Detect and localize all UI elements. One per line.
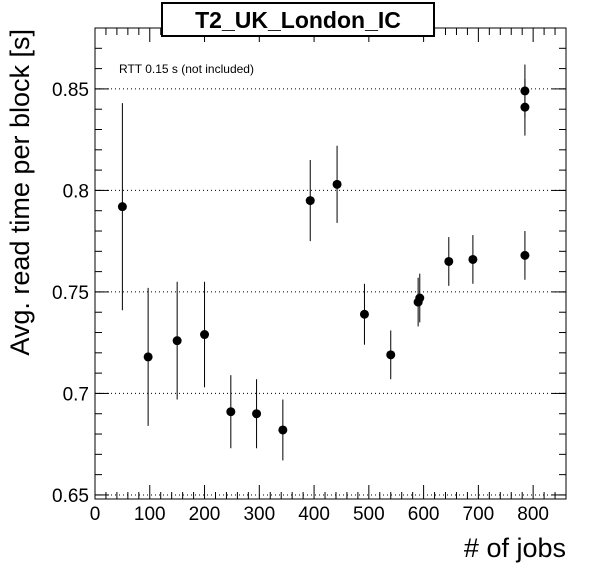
data-point [332,145,342,223]
data-point [444,237,454,286]
y-tick-label: 0.65 [52,486,89,507]
data-point [252,379,262,449]
x-tick-label: 700 [463,504,495,525]
data-point [520,64,530,118]
data-point [386,330,396,380]
marker [468,254,478,264]
plot-frame [94,27,567,500]
data-point [305,159,315,242]
marker [520,86,530,96]
marker [252,409,262,419]
x-tick-label: 500 [353,504,385,525]
data-point [143,287,153,426]
marker [332,179,342,189]
x-tick-label: 100 [134,504,166,525]
data-point [468,235,478,284]
x-axis-label: # of jobs [464,533,566,563]
data-point [172,281,182,400]
marker [200,330,210,340]
axis-tick-labels: 0.65 0.7 0.75 0.8 0.85 0 100 200 300 400 500 600 700… [52,80,549,525]
y-tick-label: 0.7 [63,384,89,405]
data-point [415,273,425,323]
marker [143,352,153,362]
data-point [520,231,530,280]
data-point [200,281,210,388]
data-points [117,64,530,461]
x-tick-label: 0 [90,504,101,525]
marker [444,256,454,266]
data-point [117,103,127,311]
x-tick-label: 400 [298,504,330,525]
chart-title: T2_UK_London_IC [195,7,401,33]
marker [278,425,288,435]
grid-lines [95,88,566,496]
x-tick-label: 300 [243,504,275,525]
marker [172,336,182,346]
marker [520,250,530,260]
data-point [278,399,288,461]
marker [359,309,369,319]
data-point [359,283,369,345]
y-tick-label: 0.75 [52,283,89,304]
title-box [161,2,435,37]
x-tick-label: 800 [517,504,549,525]
y-tick-label: 0.8 [63,181,89,202]
y-axis-label: Avg. read time per block [s] [5,29,35,356]
marker [386,350,396,360]
data-point [226,375,236,449]
y-tick-label: 0.85 [52,80,89,101]
x-tick-label: 600 [408,504,440,525]
marker [117,202,127,212]
marker [226,407,236,417]
rtt-annotation: RTT 0.15 s (not included) [119,62,254,76]
x-tick-label: 200 [189,504,221,525]
marker [305,196,315,206]
axis-ticks [94,27,567,499]
marker [415,293,425,303]
